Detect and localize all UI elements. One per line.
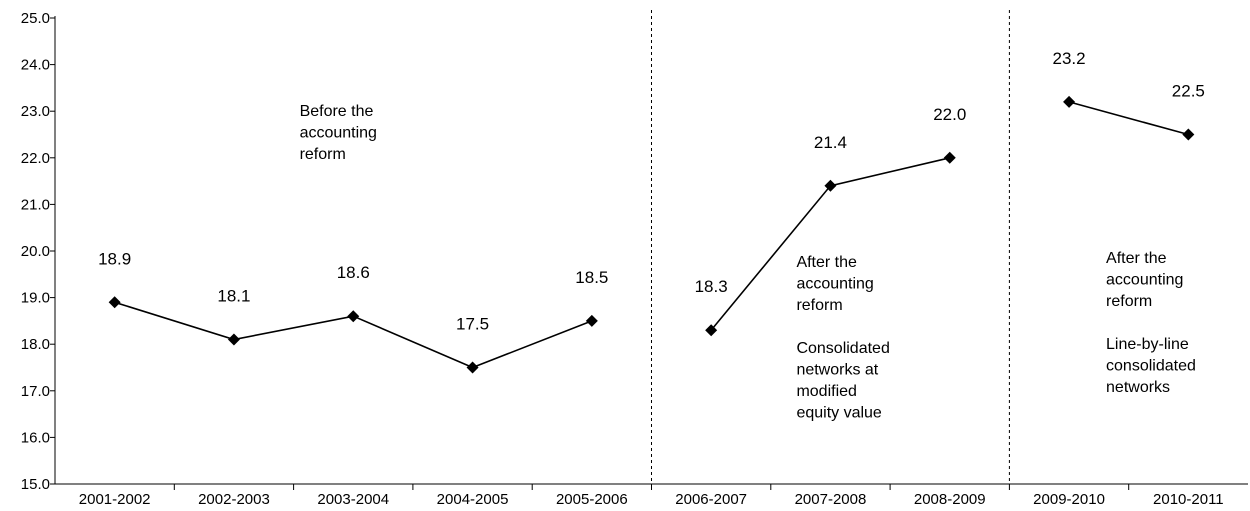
- annotation-line: networks at: [796, 362, 878, 379]
- data-point-marker: [1063, 95, 1076, 108]
- x-tick-label: 2010-2011: [1153, 491, 1224, 508]
- annotation-line: reform: [300, 146, 346, 163]
- annotation-line: reform: [796, 297, 842, 314]
- series-markers: [108, 95, 1195, 374]
- data-label: 23.2: [1053, 49, 1086, 68]
- x-tick-label: 2001-2002: [79, 491, 151, 508]
- annotations: Before the accounting reform After the accou…: [300, 103, 1196, 422]
- data-label: 18.1: [217, 287, 250, 306]
- y-tick-label: 17.0: [21, 383, 50, 400]
- period-annotation: Before the accounting reform: [300, 103, 377, 163]
- x-tick-label: 2004-2005: [437, 491, 509, 508]
- data-label: 17.5: [456, 315, 489, 334]
- data-label: 22.0: [933, 105, 966, 124]
- data-point-marker: [466, 361, 479, 374]
- annotation-line: equity value: [796, 405, 881, 422]
- data-point-marker: [1182, 128, 1195, 141]
- x-tick-label: 2006-2007: [675, 491, 747, 508]
- y-tick-label: 21.0: [21, 196, 50, 213]
- x-tick-label: 2005-2006: [556, 491, 628, 508]
- x-tick-label: 2002-2003: [198, 491, 270, 508]
- data-label: 18.6: [337, 263, 370, 282]
- y-tick-label: 16.0: [21, 429, 50, 446]
- annotation-line: After the: [1106, 250, 1167, 267]
- data-point-marker: [347, 310, 360, 323]
- x-tick-label: 2008-2009: [914, 491, 986, 508]
- annotation-line: After the: [796, 254, 857, 271]
- annotation-line: reform: [1106, 293, 1152, 310]
- series-line-segment: [1068, 101, 1189, 136]
- annotation-line: networks: [1106, 379, 1170, 396]
- data-label: 18.3: [695, 277, 728, 296]
- data-point-marker: [705, 324, 718, 337]
- y-tick-label: 25.0: [21, 10, 50, 27]
- data-label: 18.5: [575, 268, 608, 287]
- annotation-line: [796, 319, 800, 336]
- data-label: 21.4: [814, 133, 847, 152]
- data-label: 18.9: [98, 249, 131, 268]
- y-tick-label: 20.0: [21, 243, 50, 260]
- annotation-line: [1106, 315, 1110, 332]
- x-tick-label: 2007-2008: [795, 491, 867, 508]
- axes: 15.0 16.0 17.0 18.0 19.0 20.0 21.0 22.0 23.0 24.0…: [21, 10, 1248, 508]
- y-tick-label: 22.0: [21, 150, 50, 167]
- annotation-line: Consolidated: [796, 340, 889, 357]
- data-label: 22.5: [1172, 82, 1205, 101]
- annotation-line: modified: [796, 383, 856, 400]
- data-point-marker: [227, 333, 240, 346]
- annotation-line: consolidated: [1106, 358, 1196, 375]
- x-tick-label: 2003-2004: [317, 491, 389, 508]
- annotation-line: accounting: [796, 276, 873, 293]
- data-point-marker: [824, 179, 837, 192]
- period-annotation: After the accounting reform Line-by-line co…: [1106, 250, 1196, 396]
- annotation-line: Before the: [300, 103, 374, 120]
- x-tick-label: 2009-2010: [1033, 491, 1105, 508]
- data-labels: 18.9 18.1 18.6 17.5 18.5 18.3 21.4 22.0 23.2 22.5: [98, 49, 1205, 334]
- annotation-line: accounting: [1106, 272, 1183, 289]
- y-tick-label: 15.0: [21, 476, 50, 493]
- period-annotation: After the accounting reform Consolidated ne…: [796, 254, 889, 422]
- annotation-line: accounting: [300, 125, 377, 142]
- data-point-marker: [108, 296, 121, 309]
- data-point-marker: [585, 314, 598, 327]
- y-tick-label: 24.0: [21, 57, 50, 74]
- data-point-marker: [943, 151, 956, 164]
- annotation-line: Line-by-line: [1106, 336, 1189, 353]
- period-dividers: [651, 10, 1010, 484]
- y-tick-label: 19.0: [21, 290, 50, 307]
- y-tick-label: 18.0: [21, 336, 50, 353]
- y-tick-label: 23.0: [21, 103, 50, 120]
